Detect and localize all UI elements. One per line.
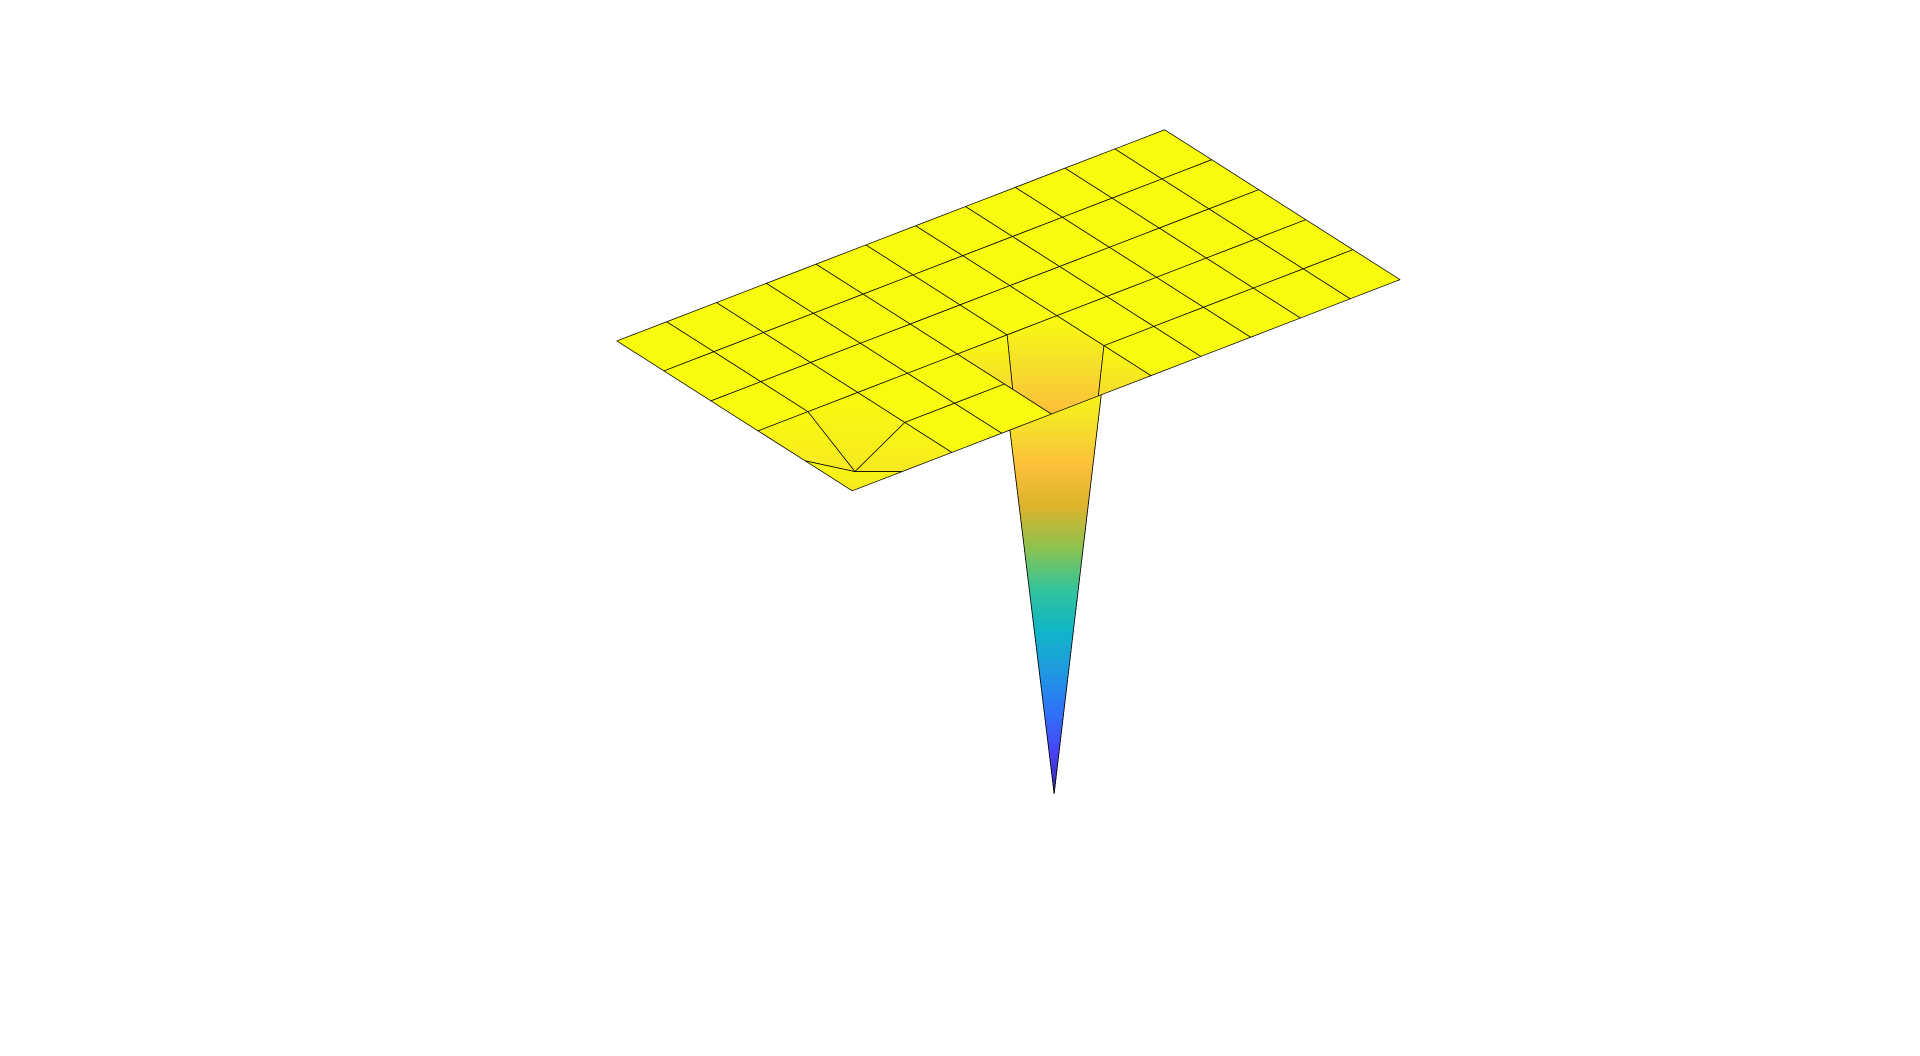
surface-face: [804, 460, 903, 492]
surface-face: [1003, 383, 1102, 794]
